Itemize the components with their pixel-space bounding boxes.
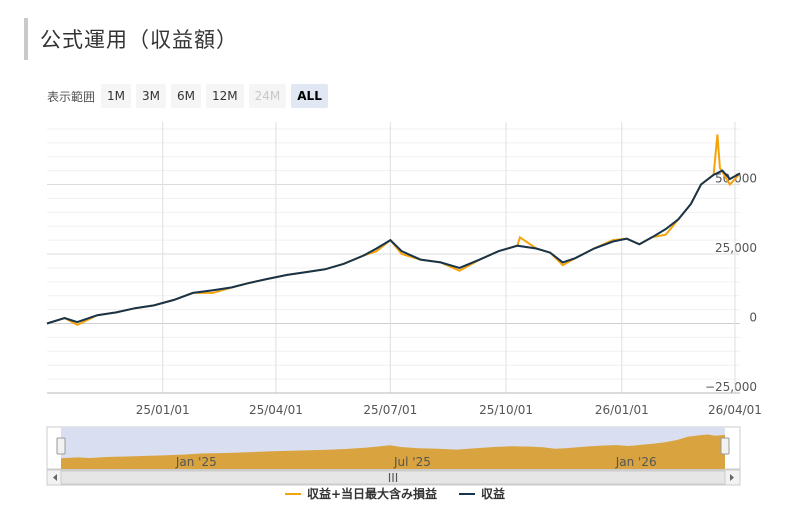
x-tick-label: 25/04/01	[249, 403, 303, 417]
range-label: 表示範囲	[47, 89, 96, 104]
range-6m-button[interactable]: 6M	[171, 84, 202, 108]
x-tick-label: 26/01/01	[595, 403, 649, 417]
legend-item-income-plus-drawdown[interactable]: 収益+当日最大含み損益	[284, 485, 438, 502]
legend: 収益+当日最大含み損益 収益	[0, 485, 790, 502]
y-tick-label: −25,000	[705, 380, 757, 394]
navigator-area	[61, 434, 725, 469]
navigator-handle-left[interactable]	[56, 437, 66, 455]
x-tick-label: 25/07/01	[363, 403, 417, 417]
scroll-right-arrow-icon[interactable]	[730, 474, 734, 481]
y-tick-label: 0	[749, 311, 757, 325]
legend-item-income[interactable]: 収益	[459, 485, 505, 502]
x-tick-label: 26/04/01	[708, 403, 762, 417]
legend-line-orange	[284, 492, 301, 495]
legend-label-income-plus-drawdown: 収益+当日最大含み損益	[306, 487, 438, 501]
x-tick-label: 25/10/01	[479, 403, 533, 417]
navigator-handle-right[interactable]	[720, 437, 730, 455]
series-income-line	[46, 169, 741, 325]
navigator-label: Jul '25	[393, 455, 431, 469]
range-1m-button[interactable]: 1M	[101, 84, 132, 108]
y-tick-label: 25,000	[715, 241, 757, 255]
plot-area	[47, 122, 740, 393]
page-title: 公式運用（収益額）	[40, 28, 238, 52]
range-all-button[interactable]: ALL	[291, 84, 328, 108]
title-accent-bar	[24, 18, 28, 60]
range-3m-button[interactable]: 3M	[136, 84, 167, 108]
scrollbar-grip: III	[388, 471, 399, 485]
navigator-label: Jan '25	[175, 455, 217, 469]
range-selector: 表示範囲 1M 3M 6M 12M 24M ALL	[47, 84, 333, 108]
range-24m-button: 24M	[248, 84, 287, 108]
x-tick-label: 25/01/01	[136, 403, 190, 417]
legend-line-navy	[459, 492, 476, 495]
navigator-label: Jan '26	[615, 455, 657, 469]
scroll-left-arrow-icon[interactable]	[53, 474, 57, 481]
range-12m-button[interactable]: 12M	[206, 84, 244, 108]
scrollbar-thumb[interactable]	[60, 470, 726, 485]
legend-label-income: 収益	[481, 487, 506, 501]
